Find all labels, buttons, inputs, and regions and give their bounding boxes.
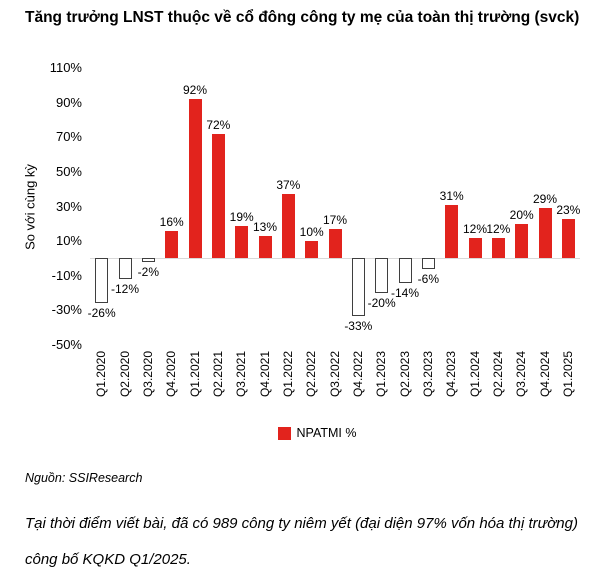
bar-value-label: -12% (110, 282, 139, 297)
bar-Q1.2020 (95, 258, 109, 304)
x-tick-label: Q4.2023 (444, 351, 459, 398)
y-tick-label: -10% (51, 267, 82, 283)
bar-Q3.2022 (328, 229, 342, 259)
x-tick-label: Q2.2022 (304, 351, 319, 398)
x-tick-label: Q1.2022 (280, 351, 295, 398)
y-tick-label: 90% (55, 94, 82, 110)
x-tick-label: Q2.2020 (117, 351, 132, 398)
bar-Q1.2021 (188, 99, 202, 259)
x-tick-label: Q4.2024 (537, 351, 552, 398)
legend-swatch-icon (277, 426, 291, 440)
bar-value-label: -6% (417, 271, 439, 286)
bar-Q1.2024 (468, 237, 482, 259)
chart-legend: NPATMI % (0, 426, 606, 440)
chart-title: Tăng trưởng LNST thuộc về cổ đông công t… (25, 9, 580, 26)
y-tick-label: -50% (51, 337, 82, 352)
x-tick-label: Q3.2020 (140, 351, 155, 398)
x-tick-label: Q3.2024 (514, 351, 529, 398)
bar-Q2.2024 (491, 237, 505, 259)
legend-label: NPATMI % (296, 426, 357, 440)
x-tick-label: Q1.2020 (94, 351, 109, 398)
bar-value-label: 13% (252, 219, 278, 234)
bar-Q4.2023 (445, 204, 459, 259)
bar-value-label: -14% (390, 285, 419, 300)
bar-Q1.2022 (281, 194, 295, 259)
bar-Q1.2025 (561, 218, 575, 259)
bar-Q3.2021 (235, 225, 249, 259)
bar-Q2.2022 (305, 241, 319, 259)
footnote-text: Tại thời điểm viết bài, đã có 989 công t… (25, 515, 578, 568)
y-tick-label: 30% (55, 198, 82, 214)
bar-Q2.2020 (118, 258, 132, 280)
bar-value-label: 20% (509, 207, 534, 222)
x-tick-label: Q1.2024 (467, 351, 482, 398)
bar-Q4.2021 (258, 235, 272, 259)
bar-Q4.2020 (165, 230, 179, 259)
bar-value-label: 29% (532, 192, 558, 207)
x-tick-label: Q2.2024 (490, 351, 505, 398)
bar-Q2.2023 (398, 258, 412, 283)
bar-value-label: -20% (367, 296, 396, 311)
bar-Q3.2024 (515, 223, 529, 259)
bar-value-label: 12% (462, 221, 488, 236)
bar-Q1.2023 (375, 258, 389, 294)
bar-value-label: -26% (87, 306, 116, 321)
bar-value-label: 19% (229, 209, 254, 224)
bar-Q2.2021 (211, 133, 225, 259)
bar-Q4.2022 (351, 258, 365, 316)
y-tick-label: 10% (55, 233, 82, 249)
x-tick-label: Q2.2021 (210, 351, 225, 398)
source-note: Nguồn: SSIResearch (25, 471, 143, 485)
bar-value-label: 23% (556, 202, 581, 217)
x-tick-label: Q4.2021 (257, 351, 272, 398)
x-tick-label: Q3.2021 (234, 351, 249, 398)
bar-value-label: 17% (322, 213, 348, 227)
bar-value-label: -33% (344, 318, 373, 333)
x-tick-label: Q4.2022 (350, 351, 365, 398)
bar-Q3.2020 (141, 258, 155, 262)
bar-value-label: 10% (299, 225, 324, 240)
bar-value-label: 12% (486, 221, 511, 236)
bar-Q3.2023 (421, 258, 435, 269)
y-tick-label: 110% (49, 60, 82, 75)
x-tick-label: Q3.2022 (327, 351, 342, 398)
x-tick-label: Q2.2023 (397, 351, 412, 398)
x-tick-label: Q1.2023 (374, 351, 389, 398)
x-tick-label: Q1.2021 (187, 351, 202, 398)
bar-value-label: 37% (276, 178, 301, 193)
bar-Q4.2024 (538, 208, 552, 259)
y-tick-label: -30% (51, 302, 82, 318)
x-tick-label: Q3.2023 (420, 351, 435, 398)
y-tick-label: 70% (55, 129, 82, 145)
bar-value-label: 92% (182, 83, 208, 98)
x-axis-line (90, 258, 580, 259)
x-tick-label: Q4.2020 (164, 351, 179, 398)
bar-value-label: 16% (159, 214, 184, 229)
bar-value-label: -2% (137, 264, 159, 279)
y-tick-label: 50% (55, 163, 82, 179)
bar-value-label: 72% (206, 117, 231, 132)
bar-value-label: 31% (439, 188, 464, 203)
x-tick-label: Q1.2025 (560, 351, 575, 398)
